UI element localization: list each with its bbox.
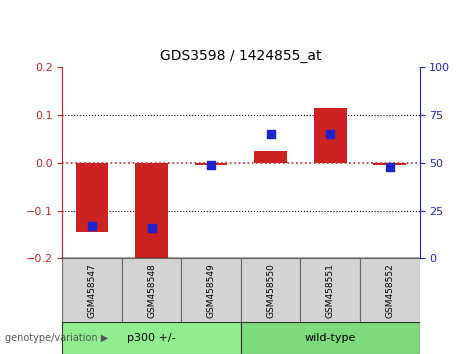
Bar: [62, 322, 241, 354]
Point: [386, 164, 393, 170]
Text: GSM458548: GSM458548: [147, 263, 156, 318]
Bar: [76, 163, 108, 232]
Bar: [181, 258, 241, 322]
Bar: [254, 151, 287, 163]
Bar: [360, 258, 420, 322]
Bar: [301, 258, 360, 322]
Point: [207, 162, 215, 167]
Text: wild-type: wild-type: [305, 333, 356, 343]
Point: [89, 223, 96, 229]
Title: GDS3598 / 1424855_at: GDS3598 / 1424855_at: [160, 50, 322, 63]
Text: GSM458552: GSM458552: [385, 263, 394, 318]
Bar: [241, 322, 420, 354]
Text: p300 +/-: p300 +/-: [127, 333, 176, 343]
Text: GSM458549: GSM458549: [207, 263, 216, 318]
Point: [148, 225, 155, 231]
Bar: [135, 163, 168, 261]
Point: [326, 131, 334, 137]
Text: GSM458547: GSM458547: [88, 263, 96, 318]
Bar: [195, 163, 227, 165]
Bar: [241, 258, 301, 322]
Text: genotype/variation ▶: genotype/variation ▶: [5, 333, 108, 343]
Text: GSM458550: GSM458550: [266, 263, 275, 318]
Point: [267, 131, 274, 137]
Bar: [373, 163, 406, 165]
Bar: [122, 258, 181, 322]
Bar: [62, 258, 122, 322]
Bar: [314, 108, 347, 163]
Text: GSM458551: GSM458551: [325, 263, 335, 318]
